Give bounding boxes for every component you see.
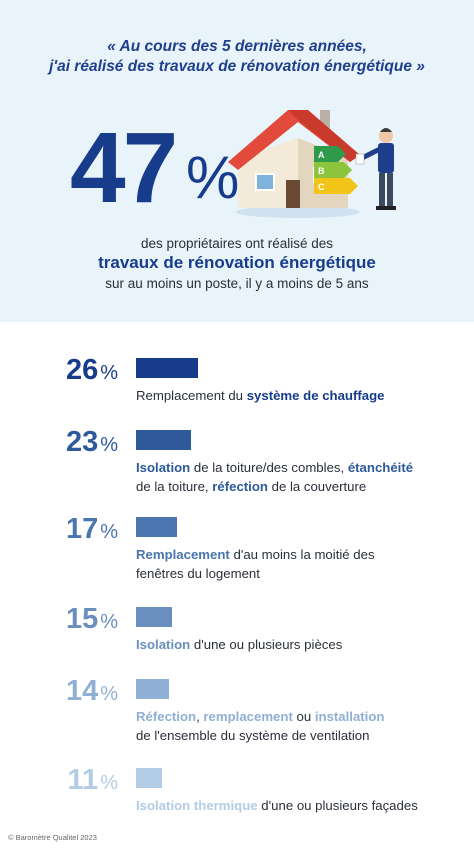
category-text: ou (292, 709, 315, 724)
category-text: Remplacement du (136, 388, 247, 403)
subline-1: des propriétaires ont réalisé des (140, 236, 334, 251)
value-number: 23 (65, 426, 99, 458)
category-text: étanchéité (347, 460, 414, 475)
category-text: , (196, 709, 204, 724)
value-number: 14 (65, 675, 99, 707)
category-text: réfection (212, 479, 268, 494)
category-text: installation (314, 709, 385, 724)
category-text: fenêtres du logement (136, 566, 260, 581)
value-label: 15% (46, 603, 118, 638)
value-label: 11% (46, 764, 118, 799)
category-text: d'une ou plusieurs façades (257, 798, 418, 813)
headline-unit: % (186, 144, 240, 211)
category-text: de la couverture (267, 479, 367, 494)
value-number: 26 (65, 354, 99, 386)
quote-line-1: « Au cours des 5 dernières années, (107, 38, 367, 55)
value-label: 17% (46, 513, 118, 548)
category-text: remplacement (203, 709, 293, 724)
quote-line-2: j'ai réalisé des travaux de rénovation é… (49, 58, 425, 75)
value-label: 14% (46, 675, 118, 710)
value-unit: % (100, 521, 118, 543)
category-label: Isolation de la toiture/des combles, éta… (136, 458, 456, 496)
value-unit: % (100, 434, 118, 456)
value-unit: % (100, 611, 118, 633)
category-label: Isolation thermique d'une ou plusieurs f… (136, 796, 456, 815)
value-label: 26% (46, 354, 118, 389)
category-label: Réfection, remplacement ou installation d… (136, 707, 456, 745)
value-label: 23% (46, 426, 118, 461)
bar (136, 517, 177, 537)
value-unit: % (100, 772, 118, 794)
energy-label-b: B (318, 166, 325, 176)
energy-label-c: C (318, 182, 325, 192)
bar (136, 679, 169, 699)
value-unit: % (100, 362, 118, 384)
category-label: Isolation d'une ou plusieurs pièces (136, 635, 456, 654)
house-illustration: A B C (228, 110, 396, 218)
category-text: d'une ou plusieurs pièces (190, 637, 343, 652)
subline-2: travaux de rénovation énergétique (98, 253, 376, 272)
category-text: Isolation thermique (136, 798, 258, 813)
value-number: 11 (67, 764, 99, 796)
value-number: 17 (65, 513, 99, 545)
value-number: 15 (65, 603, 99, 635)
headline-value: 47 (70, 112, 178, 224)
category-label: Remplacement du système de chauffage (136, 386, 456, 405)
value-unit: % (100, 683, 118, 705)
category-text: Isolation (136, 637, 191, 652)
energy-label-a: A (318, 150, 325, 160)
category-text: de la toiture, (136, 479, 213, 494)
category-text: de la toiture/des combles, (190, 460, 348, 475)
category-text: Isolation (136, 460, 191, 475)
category-text: système de chauffage (246, 388, 385, 403)
category-label: Remplacement d'au moins la moitié des fen… (136, 545, 456, 583)
bar (136, 430, 191, 450)
bar (136, 607, 172, 627)
subline-3: sur au moins un poste, il y a moins de 5… (105, 276, 369, 291)
footer-credit: © Baromètre Qualitel 2023 (8, 833, 97, 842)
bar (136, 768, 162, 788)
category-text: Réfection (136, 709, 197, 724)
category-text: d'au moins la moitié des (229, 547, 375, 562)
bar (136, 358, 198, 378)
category-text: Remplacement (136, 547, 230, 562)
category-text: de l'ensemble du système de ventilation (136, 728, 370, 743)
